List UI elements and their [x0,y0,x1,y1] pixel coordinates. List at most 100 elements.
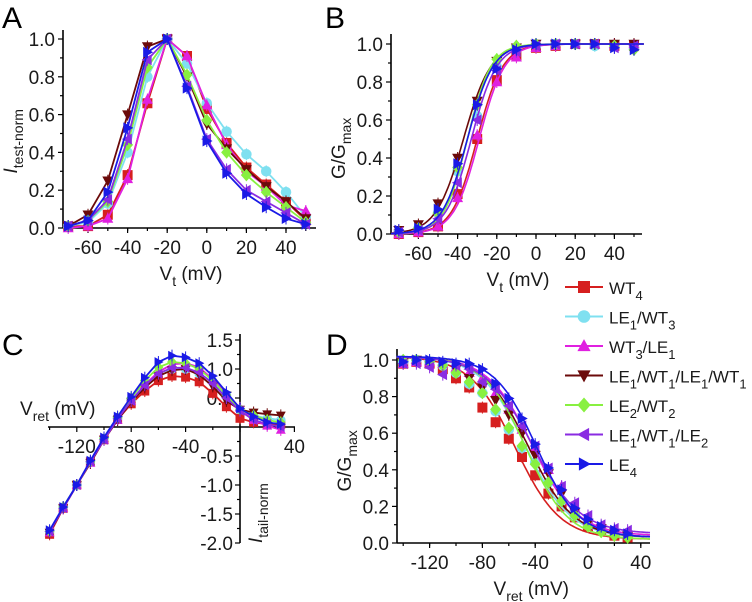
x-tick-label: 20 [236,238,257,259]
data-point [222,167,233,179]
y-tick-label: 1.0 [29,30,55,51]
y-axis-label-group: G/Gmax [329,118,354,179]
data-point [463,363,474,375]
data-point [610,42,621,54]
x-axis-label-rest: (mV) [503,270,549,291]
legend-item: WT3/LE1 [565,338,675,362]
x-tick-label: 20 [565,244,586,265]
legend-label: LE2/WT2 [609,397,675,421]
x-axis-label-sub: t [172,273,176,289]
data-point [123,122,134,134]
data-point [275,411,286,421]
data-point [194,367,204,378]
panel-c: -2.0-1.5-1.0-0.50.51.01.5-120 -80 -40 40Vre… [20,331,305,555]
data-point [503,410,515,421]
data-point [240,168,252,182]
data-point [208,371,218,381]
y-tick-label: 0.0 [357,225,383,246]
data-point [412,354,423,366]
series-wt4 [390,38,644,240]
legend-label-rest: /LE [643,338,669,357]
data-point [121,133,132,145]
legend-label-rest: /WT [637,368,668,387]
x-axis-label: Vret (mV) [494,579,569,602]
legend-item: WT4 [565,279,643,303]
legend-label-rest: /LE [675,368,701,387]
x-tick-label: 40 [275,238,296,259]
x-tick-label: 0 [531,244,542,265]
x-tick-label: 40 [630,553,651,574]
data-point [236,403,246,414]
data-point [127,391,137,402]
x-tick-label: -40 [114,238,141,259]
data-point [122,173,134,184]
y-axis-label-group: Itail-norm [246,483,271,543]
data-point [610,524,621,536]
data-point [583,513,594,525]
y-tick-label: 0.0 [29,219,55,240]
y-tick-label: -1.0 [200,476,233,497]
data-point [451,358,462,370]
legend-marker-icon [577,370,591,383]
data-point [516,439,528,453]
legend-label-sub: 1 [668,377,675,392]
legend-label-rest: /WT [637,309,668,328]
data-point [491,378,502,390]
legend-label-sub: 3 [635,347,642,362]
legend-label-rest: /WT [637,397,668,416]
data-point [531,38,542,50]
legend-label-rest: /WT [708,368,739,387]
data-point [260,196,271,208]
data-point [301,218,312,230]
legend-marker-icon [577,310,591,323]
data-point [241,149,252,160]
data-point [201,114,213,127]
panel-letter-b: B [325,2,345,35]
panel-a: 0.0 0.2 0.4 0.6 0.8 1.0 -60 -40 -20 0 20 40 Vt (mV) I… [1,30,316,289]
panel-letter-d: D [326,329,348,362]
data-point [168,350,178,361]
x-tick-label: -120 [411,553,449,574]
x-tick-label: -60 [74,238,101,259]
data-point [453,158,464,170]
data-point [102,212,114,223]
y-axis-label-main: I [1,168,22,174]
data-point [569,497,580,509]
data-point [529,450,541,461]
fit-line [391,43,644,235]
data-point [398,356,409,368]
data-point [59,502,69,512]
x-tick-label: -80 [469,553,496,574]
legend-label-sub: 2 [630,406,637,421]
data-point [503,400,514,412]
data-point [181,50,193,61]
y-tick-label: 0.6 [363,424,389,445]
data-point [425,354,436,366]
data-point [162,33,173,45]
data-point [280,207,291,219]
series-le1-wt1-le2 [390,38,644,239]
x-axis-label-main: V [20,399,33,420]
data-point [490,417,501,428]
legend-item: LE1/WT3 [565,309,675,333]
data-point [394,224,405,236]
data-point [438,356,449,368]
data-point [504,392,515,404]
data-point [516,420,527,432]
data-point [153,368,163,379]
x-axis-label-rest: (mV) [523,579,569,600]
data-point [235,413,245,423]
y-tick-label: -2.0 [200,534,233,555]
y-tick-label: 0.0 [363,534,389,555]
legend-label-sub: 1 [668,347,675,362]
series-le1-wt3 [391,38,644,239]
data-point [451,177,462,189]
data-point [102,194,113,206]
y-tick-label: 0.8 [357,73,383,94]
data-point [491,76,503,87]
y-axis-label-sub: tail-norm [255,483,271,537]
x-axis-label-rest: (mV) [176,264,222,285]
data-point [63,220,74,232]
data-point [180,362,190,373]
